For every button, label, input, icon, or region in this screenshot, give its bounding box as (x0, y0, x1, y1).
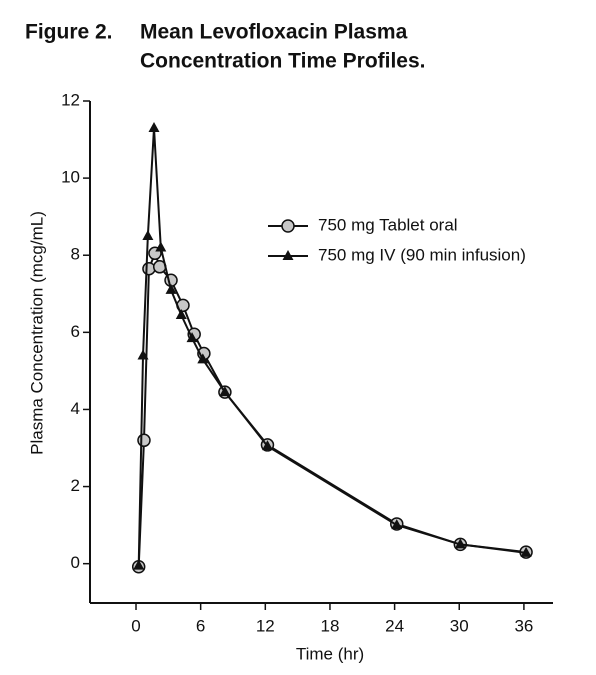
marker (197, 353, 209, 364)
marker (391, 519, 403, 530)
marker (165, 283, 177, 294)
marker (186, 332, 198, 343)
marker (175, 308, 187, 319)
y-tick-label: 12 (61, 90, 80, 109)
x-tick-label: 18 (320, 616, 339, 635)
marker (281, 219, 295, 233)
series-line (137, 127, 527, 566)
y-tick-label: 0 (71, 553, 80, 572)
figure-label: Figure 2. (25, 21, 113, 44)
x-axis-label: Time (hr) (296, 644, 364, 663)
chart-title: Concentration Time Profiles. (140, 50, 426, 73)
x-tick-label: 36 (514, 616, 533, 635)
x-tick-label: 0 (131, 616, 140, 635)
x-tick-label: 12 (256, 616, 275, 635)
y-tick-label: 2 (71, 476, 80, 495)
marker (454, 538, 466, 549)
marker (133, 559, 145, 570)
marker (148, 121, 160, 132)
marker (155, 241, 167, 252)
marker (261, 440, 273, 451)
x-tick-label: 30 (450, 616, 469, 635)
legend-label: 750 mg IV (90 min infusion) (318, 245, 526, 264)
marker (142, 229, 154, 240)
marker (142, 261, 156, 276)
y-tick-label: 6 (71, 322, 80, 341)
x-tick-label: 24 (385, 616, 404, 635)
marker (137, 433, 151, 448)
marker (520, 546, 532, 557)
marker (282, 250, 294, 260)
x-tick-label: 6 (196, 616, 205, 635)
y-tick-label: 8 (71, 245, 80, 264)
y-tick-label: 4 (71, 399, 80, 418)
marker (219, 386, 231, 397)
y-axis-label: Plasma Concentration (mcg/mL) (27, 211, 46, 455)
marker (137, 349, 149, 360)
legend-label: 750 mg Tablet oral (318, 215, 458, 234)
chart-title: Mean Levofloxacin Plasma (140, 21, 408, 44)
series-line (137, 250, 527, 567)
y-tick-label: 10 (61, 168, 80, 187)
